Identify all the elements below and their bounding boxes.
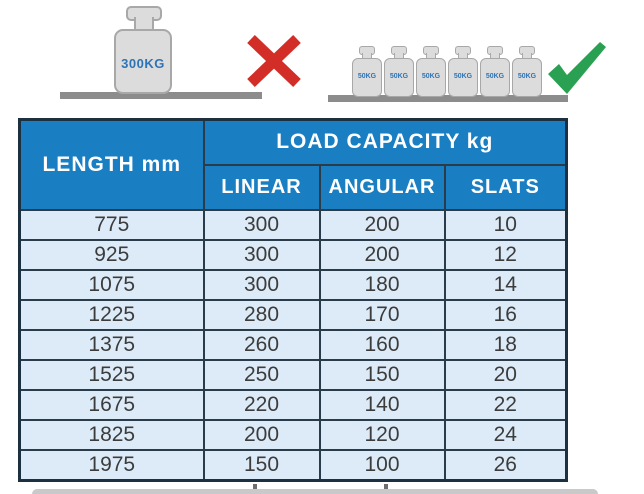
table-cell: 22: [443, 389, 568, 422]
small-weight: 50KG: [511, 46, 543, 98]
table-row: 1675 220 140 22: [18, 389, 568, 422]
small-weight-label: 50KG: [485, 73, 505, 80]
table-cell: 16: [443, 298, 568, 331]
table-cell: 160: [318, 328, 446, 362]
table-row: 1075 300 180 14: [18, 268, 568, 301]
table-cell: 150: [318, 359, 446, 392]
table-cell: 10: [443, 208, 568, 241]
small-weight: 50KG: [383, 46, 415, 98]
table-cell: 24: [443, 419, 568, 452]
cropped-bottom-tick: [384, 484, 388, 490]
table-cell: 170: [318, 298, 446, 331]
table-cell: 200: [318, 238, 446, 271]
load-capacity-table: LENGTH mm LOAD CAPACITY kg LINEAR ANGULA…: [18, 118, 569, 482]
header-load-capacity: LOAD CAPACITY kg: [202, 118, 568, 166]
table-cell: 12: [443, 238, 568, 271]
small-weight-body: [416, 58, 446, 97]
small-weight-label: 50KG: [453, 73, 473, 80]
big-weight-body: [114, 29, 172, 94]
table-cell: 300: [202, 238, 321, 271]
table-cell: 120: [318, 419, 446, 452]
table-cell: 1225: [18, 298, 205, 331]
table-row: 1825 200 120 24: [18, 419, 568, 452]
table-cell: 100: [318, 449, 446, 482]
table-cell: 775: [18, 208, 205, 241]
x-mark-icon: [245, 34, 303, 93]
table-row: 775 300 200 10: [18, 208, 568, 241]
table-cell: 1975: [18, 449, 205, 482]
table-cell: 1525: [18, 359, 205, 392]
header-linear: LINEAR: [202, 163, 321, 211]
header-length: LENGTH mm: [18, 118, 205, 211]
floor-bar-right: [328, 95, 568, 102]
table-cell: 300: [202, 268, 321, 301]
table-row: 1225 280 170 16: [18, 298, 568, 331]
big-weight-label: 300KG: [121, 56, 165, 71]
table-cell: 140: [318, 389, 446, 422]
table-cell: 18: [443, 328, 568, 362]
small-weight-label: 50KG: [389, 73, 409, 80]
table-cell: 14: [443, 268, 568, 301]
table-cell: 1825: [18, 419, 205, 452]
small-weight: 50KG: [351, 46, 383, 98]
header-slats: SLATS: [443, 163, 568, 211]
table-cell: 250: [202, 359, 321, 392]
table-cell: 200: [202, 419, 321, 452]
table-cell: 220: [202, 389, 321, 422]
small-weight-body: [480, 58, 510, 97]
small-weight-body: [384, 58, 414, 97]
table-cell: 260: [202, 328, 321, 362]
small-weight: 50KG: [415, 46, 447, 98]
table-row: 925 300 200 12: [18, 238, 568, 271]
table-cell: 280: [202, 298, 321, 331]
table-row: 1375 260 160 18: [18, 328, 568, 362]
small-weight-body: [448, 58, 478, 97]
header-angular: ANGULAR: [318, 163, 446, 211]
table-cell: 200: [318, 208, 446, 241]
small-weight: 50KG: [447, 46, 479, 98]
small-weight-label: 50KG: [357, 73, 377, 80]
table-cell: 150: [202, 449, 321, 482]
table-cell: 300: [202, 208, 321, 241]
cropped-bottom-tick: [253, 484, 257, 490]
small-weight: 50KG: [479, 46, 511, 98]
table-cell: 1675: [18, 389, 205, 422]
table-cell: 180: [318, 268, 446, 301]
small-weight-body: [512, 58, 542, 97]
table-cell: 20: [443, 359, 568, 392]
check-mark-icon: [544, 38, 610, 103]
table-cell: 1075: [18, 268, 205, 301]
table-cell: 925: [18, 238, 205, 271]
table-row: 1975 150 100 26: [18, 449, 568, 482]
floor-bar-left: [60, 92, 262, 99]
small-weight-label: 50KG: [517, 73, 537, 80]
cropped-bottom-bar: [32, 489, 598, 494]
table-cell: 26: [443, 449, 568, 482]
small-weight-label: 50KG: [421, 73, 441, 80]
table-body: 775 300 200 10 925 300 200 12 1075 300 180 14 1225 28…: [18, 208, 568, 482]
small-weight-body: [352, 58, 382, 97]
table-row: 1525 250 150 20: [18, 359, 568, 392]
table-cell: 1375: [18, 328, 205, 362]
